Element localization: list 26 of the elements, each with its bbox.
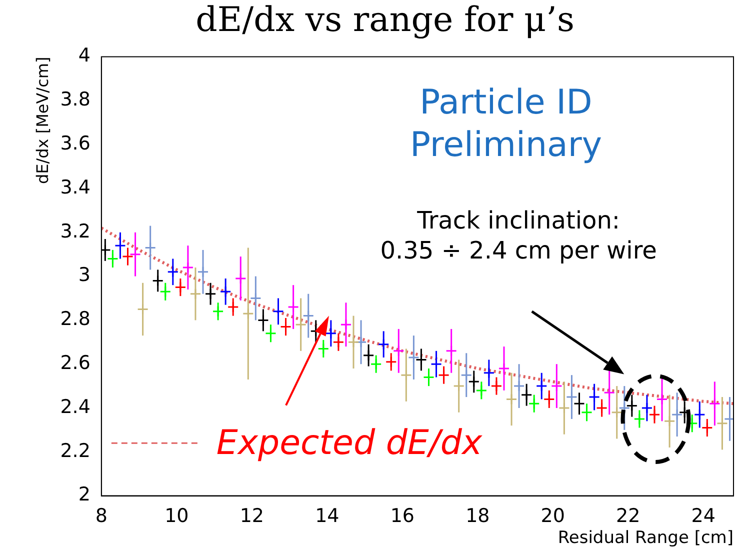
x-tick-label: 16 [390,505,414,528]
y-axis-title: dE/dx [MeV/cm] [32,56,52,184]
y-tick-label: 2 [78,484,90,506]
x-axis-title: Residual Range [cm] [558,528,734,548]
x-tick-label: 18 [466,505,490,528]
y-tick-label: 3 [78,264,90,286]
annotation: Track inclination: 0.35 ÷ 2.4 cm per wire [380,206,657,265]
y-tick-label: 3.2 [60,220,90,242]
y-tick-label: 4 [78,44,90,67]
x-tick-label: 20 [540,505,565,528]
y-tick-label: 3.4 [60,176,90,198]
x-tick-label: 12 [240,505,264,528]
legend-label: Expected dE/dx [216,422,483,463]
y-tick-label: 2.6 [60,352,90,374]
x-tick-label: 8 [95,505,108,528]
chart-title: dE/dx vs range for μ’s [196,0,574,40]
x-tick-label: 22 [616,505,640,528]
y-tick-label: 2.8 [60,308,90,330]
x-tick-label: 10 [164,505,189,528]
y-tick-label: 3.8 [60,88,90,111]
x-tick-label: 24 [691,505,716,528]
annotation: Particle ID Preliminary [410,82,602,165]
y-tick-label: 2.2 [60,440,90,462]
y-tick-label: 3.6 [60,132,90,155]
x-tick-label: 14 [315,505,340,528]
y-tick-label: 2.4 [60,396,90,418]
